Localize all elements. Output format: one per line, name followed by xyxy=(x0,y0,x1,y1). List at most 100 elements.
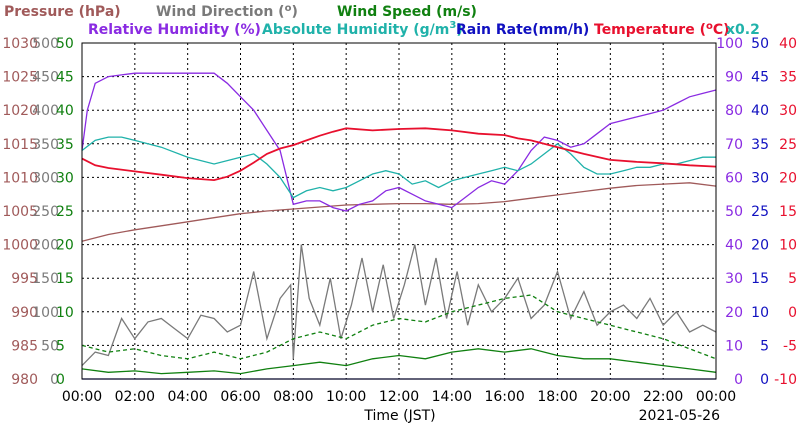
series-wind-direction xyxy=(81,244,717,367)
y-tick-label-wind-direction: 250 xyxy=(32,204,59,220)
y-tick-label-pressure: 1015 xyxy=(2,137,38,153)
y-tick-label-rain-rate: 40 xyxy=(751,103,769,119)
y-tick-label-temperature: 0 xyxy=(788,305,797,321)
x-tick-label: 22:00 xyxy=(643,389,683,405)
series-absolute-humidity xyxy=(81,136,716,199)
y-tick-label-relative-humidity: 60 xyxy=(725,170,743,186)
y-tick-label-temperature: 25 xyxy=(779,137,797,153)
legend-rain-rate: Rain Rate(mm/h) xyxy=(456,22,589,38)
y-tick-label-wind-speed: 0 xyxy=(56,372,65,388)
series-temperature xyxy=(81,127,717,182)
grid xyxy=(82,43,716,379)
y-tick-label-temperature: -10 xyxy=(774,372,797,388)
y-tick-label-wind-speed: 40 xyxy=(56,103,74,119)
x-tick-label: 10:00 xyxy=(326,389,366,405)
axes: 00:00 02:00 04:00 06:00 08:00 10:00 12:00 14:00… xyxy=(2,36,797,405)
y-tick-label-relative-humidity: 50 xyxy=(725,204,743,220)
plot-border xyxy=(81,42,717,380)
y-tick-label-wind-direction: 300 xyxy=(32,170,59,186)
y-tick-label-wind-speed: 25 xyxy=(56,204,74,220)
series-pressure xyxy=(81,182,717,242)
x-tick-label: 08:00 xyxy=(273,389,313,405)
plot-frame xyxy=(81,42,717,380)
series-wind-speed-gust xyxy=(81,294,717,360)
x-tick-label: 14:00 xyxy=(432,389,472,405)
legend-wind-direction: Wind Direction (o) xyxy=(156,3,298,20)
legend-absolute-humidity-scale: x0.2 xyxy=(726,22,760,38)
y-tick-label-wind-speed: 45 xyxy=(56,70,74,86)
y-tick-label-pressure: 1025 xyxy=(2,70,38,86)
y-tick-label-wind-speed: 5 xyxy=(56,338,65,354)
y-tick-label-wind-direction: 100 xyxy=(32,305,59,321)
y-tick-label-wind-direction: 150 xyxy=(32,271,59,287)
y-tick-label-relative-humidity: 80 xyxy=(725,103,743,119)
y-tick-label-wind-speed: 15 xyxy=(56,271,74,287)
y-tick-label-pressure: 1000 xyxy=(2,238,38,254)
x-tick-label: 16:00 xyxy=(484,389,524,405)
y-tick-label-temperature: 40 xyxy=(779,36,797,52)
y-tick-label-pressure: 995 xyxy=(11,271,38,287)
legend-relative-humidity: Relative Humidity (%) xyxy=(88,22,261,38)
y-tick-label-rain-rate: 50 xyxy=(751,36,769,52)
y-tick-label-pressure: 1005 xyxy=(2,204,38,220)
y-tick-label-temperature: 15 xyxy=(779,204,797,220)
y-tick-label-wind-direction: 200 xyxy=(32,238,59,254)
y-tick-label-rain-rate: 10 xyxy=(751,305,769,321)
y-tick-label-temperature: 30 xyxy=(779,103,797,119)
y-tick-label-temperature: -5 xyxy=(783,338,797,354)
y-tick-label-wind-direction: 400 xyxy=(32,103,59,119)
y-tick-label-relative-humidity: 90 xyxy=(725,70,743,86)
x-tick-label: 00:00 xyxy=(696,389,736,405)
y-tick-label-wind-direction: 50 xyxy=(41,338,59,354)
y-tick-label-wind-direction: 350 xyxy=(32,137,59,153)
y-tick-label-relative-humidity: 0 xyxy=(734,372,743,388)
y-tick-label-relative-humidity: 10 xyxy=(725,338,743,354)
legend-wind-speed: Wind Speed (m/s) xyxy=(337,4,477,20)
y-tick-label-rain-rate: 15 xyxy=(751,271,769,287)
x-tick-label: 12:00 xyxy=(379,389,419,405)
x-axis-label: Time (JST) xyxy=(363,408,435,424)
legend-pressure: Pressure (hPa) xyxy=(4,4,121,20)
y-tick-label-rain-rate: 30 xyxy=(751,170,769,186)
y-tick-label-pressure: 1030 xyxy=(2,36,38,52)
y-tick-label-wind-speed: 20 xyxy=(56,238,74,254)
y-tick-label-wind-speed: 50 xyxy=(56,36,74,52)
y-tick-label-relative-humidity: 100 xyxy=(716,36,743,52)
y-tick-label-wind-speed: 35 xyxy=(56,137,74,153)
y-tick-label-pressure: 990 xyxy=(11,305,38,321)
y-tick-label-relative-humidity: 40 xyxy=(725,238,743,254)
date-label: 2021-05-26 xyxy=(639,408,720,424)
y-tick-label-rain-rate: 5 xyxy=(760,338,769,354)
legend-temperature: Temperature (oC) xyxy=(594,21,730,38)
legend-absolute-humidity: Absolute Humidity (g/m3) xyxy=(262,20,463,38)
x-tick-label: 02:00 xyxy=(115,389,155,405)
y-tick-label-rain-rate: 45 xyxy=(751,70,769,86)
y-tick-label-wind-direction: 0 xyxy=(50,372,59,388)
y-tick-label-relative-humidity: 20 xyxy=(725,305,743,321)
y-tick-label-wind-direction: 500 xyxy=(32,36,59,52)
y-tick-label-temperature: 5 xyxy=(788,271,797,287)
y-tick-label-wind-direction: 450 xyxy=(32,70,59,86)
y-tick-label-pressure: 985 xyxy=(11,338,38,354)
x-tick-label: 04:00 xyxy=(167,389,207,405)
y-tick-label-pressure: 1020 xyxy=(2,103,38,119)
y-tick-label-wind-speed: 30 xyxy=(56,170,74,186)
y-tick-label-rain-rate: 20 xyxy=(751,238,769,254)
y-tick-label-temperature: 35 xyxy=(779,70,797,86)
x-tick-label: 06:00 xyxy=(220,389,260,405)
series-wind-speed-avg xyxy=(81,348,717,375)
x-tick-label: 00:00 xyxy=(62,389,102,405)
y-tick-label-wind-speed: 10 xyxy=(56,305,74,321)
x-tick-label: 18:00 xyxy=(537,389,577,405)
y-tick-label-relative-humidity: 30 xyxy=(725,271,743,287)
y-tick-label-pressure: 1010 xyxy=(2,170,38,186)
y-tick-label-rain-rate: 25 xyxy=(751,204,769,220)
y-tick-label-temperature: 10 xyxy=(779,238,797,254)
x-tick-label: 20:00 xyxy=(590,389,630,405)
y-tick-label-rain-rate: 0 xyxy=(760,372,769,388)
y-tick-label-pressure: 980 xyxy=(11,372,38,388)
y-tick-label-temperature: 20 xyxy=(779,170,797,186)
y-tick-label-relative-humidity: 70 xyxy=(725,137,743,153)
series-relative-humidity xyxy=(81,72,717,212)
